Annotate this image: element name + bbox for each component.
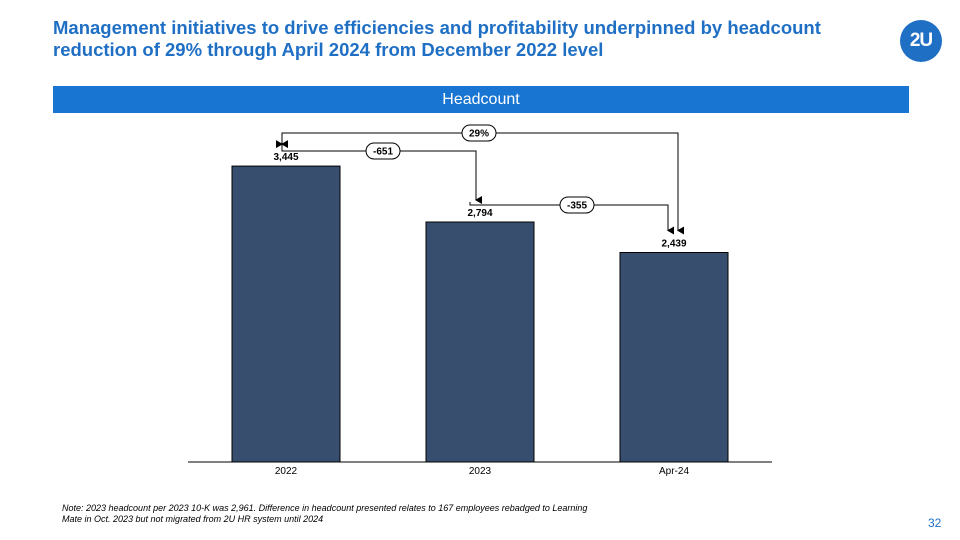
- footnote: Note: 2023 headcount per 2023 10-K was 2…: [62, 503, 588, 524]
- data-label: 2,794: [467, 208, 492, 219]
- annotation-label: -651: [373, 147, 393, 158]
- bar-2022: [231, 165, 341, 463]
- data-label: 2,439: [661, 238, 686, 249]
- x-tick-label: Apr-24: [659, 466, 689, 477]
- page-number: 32: [928, 516, 942, 530]
- annotation-label: -355: [567, 201, 587, 212]
- x-tick-label: 2023: [469, 466, 492, 477]
- bar-2023: [425, 221, 535, 463]
- annotation-label: 29%: [469, 129, 489, 140]
- chart-banner: Headcount: [53, 86, 909, 113]
- data-label: 3,445: [273, 152, 298, 163]
- brand-logo: 2U: [900, 20, 942, 62]
- annotation-pill: [461, 124, 497, 142]
- annotation-pill: [365, 142, 401, 160]
- annotation-pill: [559, 196, 595, 214]
- page-title: Management initiatives to drive efficien…: [53, 17, 821, 60]
- x-tick-label: 2022: [275, 466, 298, 477]
- bar-Apr-24: [619, 251, 729, 463]
